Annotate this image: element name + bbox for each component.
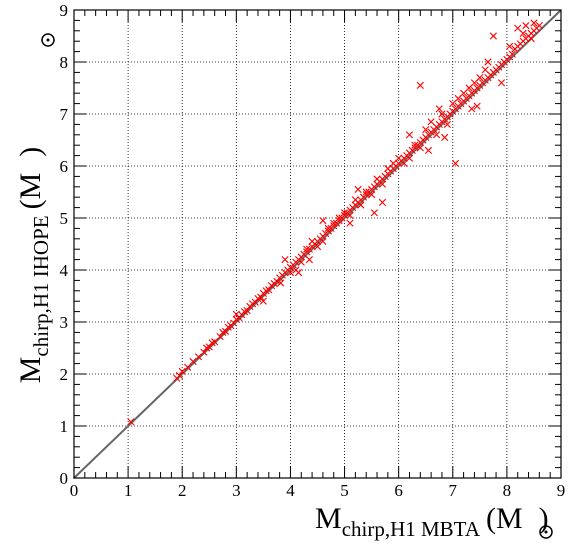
data-point <box>443 120 451 128</box>
data-point <box>370 209 378 217</box>
data-point <box>435 105 443 113</box>
data-point <box>294 269 303 277</box>
data-point <box>184 363 192 371</box>
data-point <box>416 81 424 89</box>
data-point <box>178 367 186 375</box>
data-point <box>422 126 430 134</box>
y-tick-label: 5 <box>60 209 69 228</box>
data-point <box>357 201 365 209</box>
data-point <box>297 258 305 266</box>
data-point <box>530 19 538 27</box>
axis-ticks <box>73 9 562 479</box>
data-point <box>476 74 484 82</box>
data-point <box>405 154 414 162</box>
data-point <box>362 188 370 196</box>
data-point <box>340 209 349 217</box>
data-point <box>346 211 354 219</box>
data-point <box>378 180 387 188</box>
data-markers <box>127 19 543 426</box>
x-axis-title: Mchirp,H1 MBTA (M) <box>315 502 549 541</box>
data-point <box>281 256 289 264</box>
data-point <box>257 293 265 301</box>
sun-symbol-icon <box>41 33 55 47</box>
data-point <box>273 277 281 286</box>
data-point <box>489 32 497 40</box>
x-tick-label: 5 <box>340 481 349 500</box>
x-tick-label: 4 <box>286 481 295 500</box>
sun-symbol-icon <box>539 525 553 539</box>
data-point <box>432 131 441 139</box>
data-point <box>232 310 240 318</box>
data-point <box>259 297 267 305</box>
data-point <box>305 256 313 264</box>
data-point <box>265 286 273 294</box>
data-point <box>405 131 414 139</box>
x-tick-label: 8 <box>503 481 512 500</box>
y-tick-label: 2 <box>60 365 69 384</box>
data-point <box>368 191 376 199</box>
y-axis-title-unit: (M <box>14 173 47 210</box>
y-axis-title-subscript: chirp,H1 IHOPE <box>29 215 53 356</box>
x-tick-label: 0 <box>70 481 79 500</box>
data-point <box>535 22 543 30</box>
y-tick-label: 6 <box>60 157 69 176</box>
data-point <box>319 237 327 245</box>
x-tick-label: 6 <box>394 481 403 500</box>
x-axis-title-subscript: chirp,H1 MBTA <box>342 517 481 541</box>
tick-labels: 0 1 2 3 4 5 6 7 8 9 0 1 2 3 4 5 6 7 8 9 <box>60 1 566 500</box>
reference-line-y-equals-x <box>73 9 562 479</box>
data-point <box>424 146 433 154</box>
x-tick-label: 3 <box>232 481 241 500</box>
data-point <box>286 269 295 277</box>
y-axis-title-main: M <box>14 357 47 384</box>
data-point <box>416 144 424 152</box>
data-point <box>484 58 492 66</box>
y-tick-label: 9 <box>60 1 69 20</box>
data-point <box>473 102 481 110</box>
x-tick-label: 7 <box>449 481 458 500</box>
x-tick-label: 9 <box>557 481 566 500</box>
data-point <box>303 245 311 253</box>
data-point <box>514 24 522 32</box>
data-point <box>354 185 362 193</box>
y-tick-label: 0 <box>60 469 69 488</box>
data-point <box>522 22 530 30</box>
data-point <box>497 79 506 87</box>
data-point <box>438 110 446 118</box>
data-point <box>468 105 476 113</box>
data-point <box>527 35 535 43</box>
x-axis-title-unit-close: ) <box>539 502 549 535</box>
data-point <box>277 279 285 287</box>
x-tick-label: 2 <box>178 481 187 500</box>
y-axis-title-unit-close: ) <box>14 147 47 157</box>
y-tick-label: 3 <box>60 313 69 332</box>
data-point <box>506 42 514 50</box>
plot-frame <box>73 9 562 479</box>
y-tick-label: 4 <box>60 261 69 280</box>
data-point <box>127 418 135 426</box>
data-point <box>441 133 449 141</box>
data-point <box>319 217 327 225</box>
y-tick-label: 7 <box>60 105 69 124</box>
data-point <box>175 371 184 380</box>
data-point <box>243 306 251 315</box>
data-point <box>378 198 387 206</box>
data-point <box>451 159 460 167</box>
x-tick-label: 1 <box>124 481 133 500</box>
grid-lines <box>74 10 561 478</box>
x-axis-title-unit: (M <box>486 502 523 535</box>
data-point <box>411 141 419 149</box>
data-point <box>508 50 516 58</box>
data-point <box>221 327 230 335</box>
data-point <box>346 219 354 227</box>
y-tick-label: 8 <box>60 53 69 72</box>
x-axis-title-main: M <box>315 502 342 535</box>
y-tick-label: 1 <box>60 417 69 436</box>
y-axis-title: Mchirp,H1 IHOPE (M) <box>14 147 53 384</box>
